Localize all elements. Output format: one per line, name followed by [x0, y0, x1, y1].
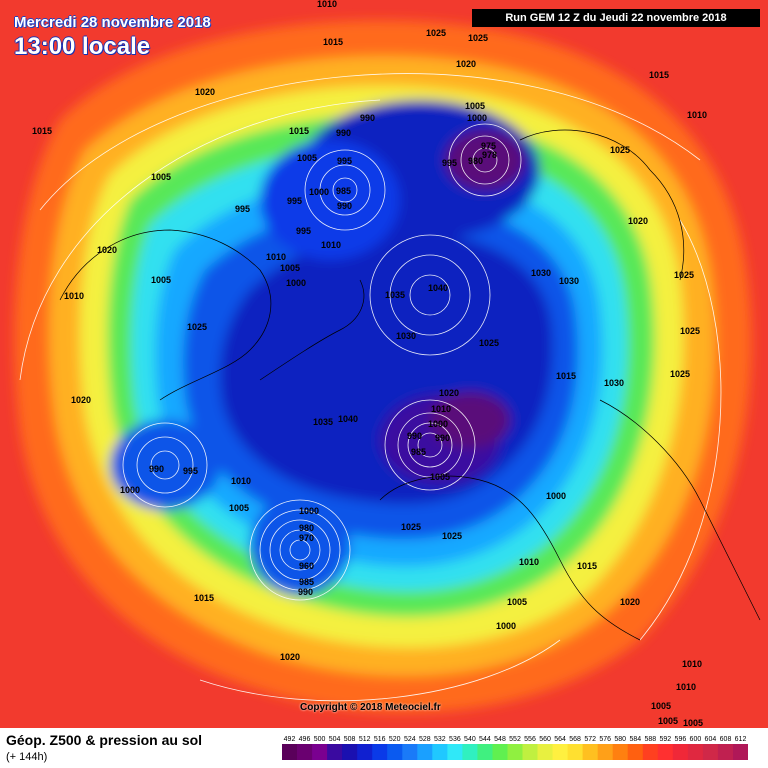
- scale-tick-label: 580: [614, 736, 626, 743]
- scale-tick-label: 512: [359, 736, 371, 743]
- scale-swatch: [582, 744, 599, 760]
- scale-tick-label: 584: [629, 736, 641, 743]
- scale-tick-label: 568: [569, 736, 581, 743]
- scale-tick-label: 576: [599, 736, 611, 743]
- scale-tick-label: 560: [539, 736, 551, 743]
- scale-swatch: [672, 744, 689, 760]
- scale-swatch: [342, 744, 358, 760]
- scale-swatch: [372, 744, 388, 760]
- scale-tick-label: 596: [675, 736, 687, 743]
- scale-tick-label: 592: [659, 736, 671, 743]
- scale-tick-label: 604: [705, 736, 717, 743]
- scale-swatch: [492, 744, 508, 760]
- scale-tick-label: 572: [584, 736, 596, 743]
- legend-subtitle: (+ 144h): [6, 751, 48, 763]
- scale-tick-label: 492: [284, 736, 296, 743]
- scale-swatch: [687, 744, 704, 760]
- scale-tick-label: 600: [690, 736, 702, 743]
- cold-region-core: [260, 140, 400, 260]
- scale-tick-label: 496: [299, 736, 311, 743]
- scale-tick-label: 548: [494, 736, 506, 743]
- scale-swatch: [733, 744, 748, 760]
- purple-core-nw: [430, 392, 510, 448]
- scale-tick-label: 552: [509, 736, 521, 743]
- scale-tick-label: 520: [389, 736, 401, 743]
- scale-tick-label: 556: [524, 736, 536, 743]
- model-run-label: Run GEM 12 Z du Jeudi 22 novembre 2018: [472, 9, 760, 27]
- scale-swatch: [597, 744, 614, 760]
- scale-swatch: [537, 744, 553, 760]
- scale-tick-label: 504: [329, 736, 341, 743]
- scale-swatch: [387, 744, 403, 760]
- scale-tick-label: 500: [314, 736, 326, 743]
- cold-low-pacific: [110, 420, 220, 510]
- scale-tick-label: 608: [720, 736, 732, 743]
- scale-swatch: [567, 744, 584, 760]
- forecast-date: Mercredi 28 novembre 2018: [14, 14, 211, 31]
- scale-tick-label: 528: [419, 736, 431, 743]
- scale-tick-label: 516: [374, 736, 386, 743]
- scale-swatch: [327, 744, 343, 760]
- scale-swatch: [552, 744, 569, 760]
- scale-swatch: [642, 744, 659, 760]
- scale-tick-label: 532: [434, 736, 446, 743]
- scale-swatch: [702, 744, 719, 760]
- scale-swatch: [627, 744, 644, 760]
- forecast-time: 13:00 locale: [14, 33, 151, 60]
- isobar-lines: [19, 73, 722, 702]
- scale-swatch: [297, 744, 313, 760]
- color-scale: 492 496 500 504 508 512 516 520 524 528 532 536 540 5…: [282, 736, 748, 760]
- purple-core-siberia: [445, 130, 525, 190]
- scale-tick-label: 612: [735, 736, 747, 743]
- scale-swatch: [522, 744, 538, 760]
- scale-swatch: [357, 744, 373, 760]
- scale-swatch: [462, 744, 478, 760]
- scale-swatch: [282, 744, 298, 760]
- weather-map: [0, 0, 768, 728]
- scale-tick-label: 564: [554, 736, 566, 743]
- scale-swatch: [657, 744, 674, 760]
- scale-swatch: [447, 744, 463, 760]
- scale-tick-label: 540: [464, 736, 476, 743]
- copyright-credit: Copyright © 2018 Meteociel.fr: [300, 702, 441, 713]
- scale-tick-label: 588: [644, 736, 656, 743]
- scale-swatch: [432, 744, 448, 760]
- scale-swatch: [477, 744, 493, 760]
- scale-tick-label: 544: [479, 736, 491, 743]
- scale-swatch: [312, 744, 328, 760]
- scale-swatch: [612, 744, 629, 760]
- coastlines: [59, 129, 761, 641]
- legend-title: Géop. Z500 & pression au sol: [6, 732, 203, 748]
- scale-swatch: [717, 744, 734, 760]
- cold-low-atlantic: [250, 495, 350, 595]
- scale-swatch: [507, 744, 523, 760]
- scale-tick-label: 536: [449, 736, 461, 743]
- scale-tick-label: 508: [344, 736, 356, 743]
- scale-swatch: [417, 744, 433, 760]
- scale-tick-label: 524: [404, 736, 416, 743]
- scale-swatch: [402, 744, 418, 760]
